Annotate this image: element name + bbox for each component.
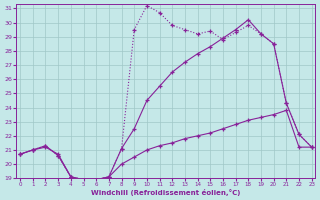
X-axis label: Windchill (Refroidissement éolien,°C): Windchill (Refroidissement éolien,°C)	[91, 189, 241, 196]
